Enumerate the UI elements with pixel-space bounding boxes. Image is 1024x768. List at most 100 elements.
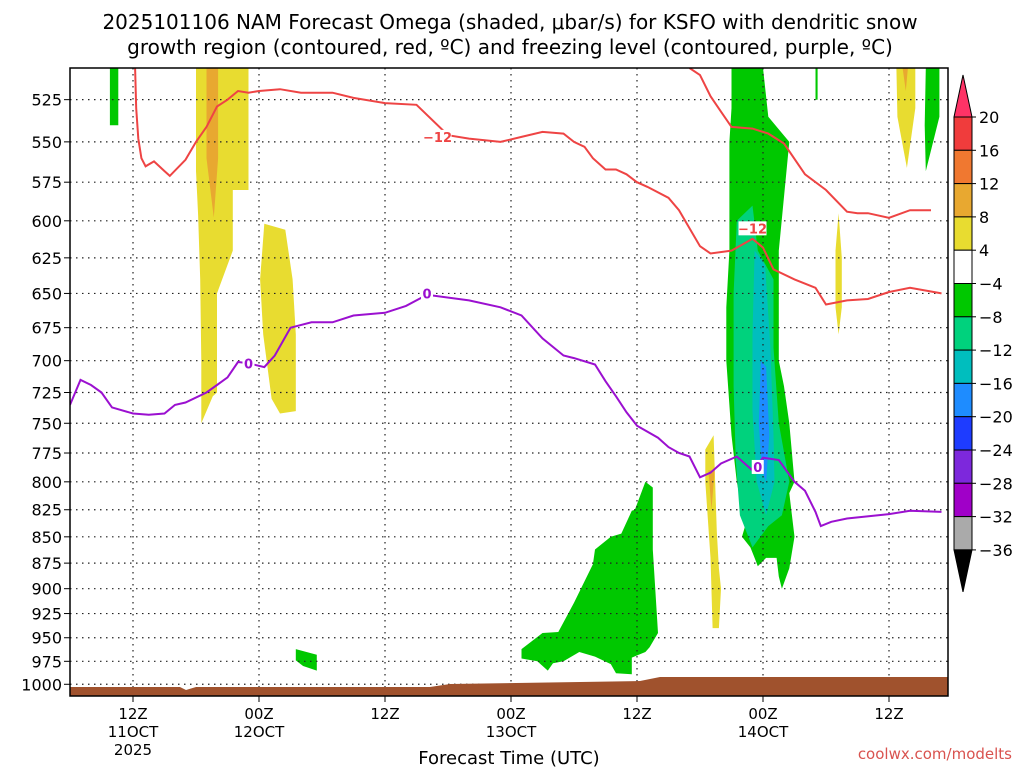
omega-region-6 (705, 435, 721, 629)
colorbar-box-5 (953, 249, 973, 284)
plot-frame (69, 67, 949, 697)
colorbar-label-7: −12 (979, 341, 1013, 360)
terrain (70, 677, 948, 696)
omega-region-5 (521, 481, 658, 675)
y-tick-label-7: 700 (31, 352, 62, 371)
contour-label-1: −12 (738, 222, 767, 237)
omega-region-7 (708, 470, 715, 510)
colorbar-label-4: 4 (979, 241, 989, 260)
x-tick-label-0: 12Z (118, 705, 147, 723)
omega-shading (109, 68, 940, 675)
colorbar-box-2 (953, 149, 973, 185)
colorbar-box-3 (953, 183, 973, 218)
colorbar-box-13 (953, 516, 973, 551)
contour-label-bg-4 (751, 459, 764, 474)
colorbar-box-10 (953, 416, 973, 451)
y-tick-label-18: 975 (31, 652, 62, 671)
colorbar-box-8 (953, 349, 973, 384)
y-tick-label-17: 950 (31, 629, 62, 648)
colorbar-box-7 (953, 316, 973, 351)
omega-region-16 (924, 68, 940, 172)
colorbar-top-arrow (953, 74, 973, 118)
y-tick-label-3: 600 (31, 212, 62, 231)
contour-label-0: −12 (423, 131, 452, 146)
contour-label-3: 0 (422, 287, 431, 302)
omega-region-11 (758, 360, 770, 482)
x-tick-label-3: 00Z (496, 705, 525, 723)
x-tick-date-3: 13OCT (486, 723, 537, 741)
contour-label-2: 0 (244, 357, 253, 372)
red-contour-1 (134, 68, 942, 306)
colorbar-box-11 (953, 449, 973, 484)
omega-region-15 (902, 68, 908, 91)
y-tick-label-14: 875 (31, 554, 62, 573)
y-tick-label-12: 825 (31, 501, 62, 520)
colorbar-label-12: −32 (979, 508, 1013, 527)
x-tick-date-0: 11OCT (108, 723, 159, 741)
plot-area: −12 −12 0 0 0 (70, 68, 948, 696)
omega-region-13 (835, 213, 842, 335)
x-tick-label-1: 00Z (244, 705, 273, 723)
y-tick-label-1: 550 (31, 133, 62, 152)
colorbar-bottom-arrow (953, 549, 973, 593)
x-tick-label-6: 12Z (874, 705, 903, 723)
contour-label-4: 0 (753, 461, 762, 476)
y-tick-label-8: 725 (31, 384, 62, 403)
terrain-surface (70, 677, 948, 696)
contour-lines: −12 −12 0 0 0 (70, 68, 942, 528)
x-axis-label: Forecast Time (UTC) (418, 748, 599, 768)
title-line-1: 2025101106 NAM Forecast Omega (shaded, μ… (102, 10, 917, 34)
colorbar-label-11: −28 (979, 474, 1013, 493)
x-tick-label-5: 00Z (748, 705, 777, 723)
colorbar-box-6 (953, 283, 973, 318)
y-tick-label-5: 650 (31, 284, 62, 303)
colorbar-box-1 (953, 116, 973, 151)
x-tick-label-2: 12Z (370, 705, 399, 723)
x-tick-date-1: 12OCT (234, 723, 285, 741)
colorbar-label-0: 20 (979, 108, 999, 127)
colorbar-box-12 (953, 482, 973, 518)
colorbar-label-10: −24 (979, 441, 1013, 460)
contour-label-bg-3 (421, 286, 433, 301)
omega-region-0 (196, 68, 249, 424)
colorbar: 20 16 12 8 4 −4 −8 −12 −16 −20 −24 −28 −32 −36 (953, 74, 1013, 593)
y-tick-label-0: 525 (31, 91, 62, 110)
y-tick-label-19: 1000 (21, 675, 62, 694)
colorbar-label-9: −20 (979, 408, 1013, 427)
colorbar-label-8: −16 (979, 374, 1013, 393)
y-tick-label-13: 850 (31, 528, 62, 547)
x-tick-date-5: 14OCT (738, 723, 789, 741)
y-tick-label-6: 675 (31, 319, 62, 338)
red-contour-2 (688, 68, 931, 219)
omega-region-2 (260, 223, 296, 414)
omega-region-12 (815, 68, 818, 100)
x-tick-year-0: 2025 (114, 741, 152, 759)
y-tick-label-15: 900 (31, 580, 62, 599)
colorbar-label-3: 8 (979, 208, 989, 227)
contour-label-bg-1 (738, 221, 767, 236)
purple-contour (70, 293, 942, 528)
y-tick-label-2: 575 (31, 173, 62, 192)
chart-title: 2025101106 NAM Forecast Omega (shaded, μ… (102, 10, 917, 59)
y-tick-label-10: 775 (31, 444, 62, 463)
contour-label-bg-2 (242, 356, 255, 371)
y-tick-label-4: 625 (31, 249, 62, 268)
omega-region-4 (295, 649, 317, 671)
colorbar-label-13: −36 (979, 541, 1013, 560)
colorbar-label-1: 16 (979, 141, 999, 160)
credit-text: coolwx.com/modelts (858, 745, 1012, 763)
colorbar-box-9 (953, 382, 973, 418)
y-tick-label-16: 925 (31, 605, 62, 624)
omega-region-1 (206, 68, 219, 218)
title-line-2: growth region (contoured, red, ºC) and f… (127, 35, 893, 59)
colorbar-label-6: −8 (979, 308, 1003, 327)
omega-region-3 (109, 68, 119, 126)
contour-label-bg-0 (423, 129, 452, 144)
y-tick-label-9: 750 (31, 414, 62, 433)
y-axis: 525 550 575 600 625 650 675 700 725 750 775 800 825 8… (21, 91, 70, 694)
colorbar-label-5: −4 (979, 275, 1003, 294)
colorbar-box-4 (953, 216, 973, 251)
omega-region-14 (896, 68, 916, 168)
y-tick-label-11: 800 (31, 473, 62, 492)
